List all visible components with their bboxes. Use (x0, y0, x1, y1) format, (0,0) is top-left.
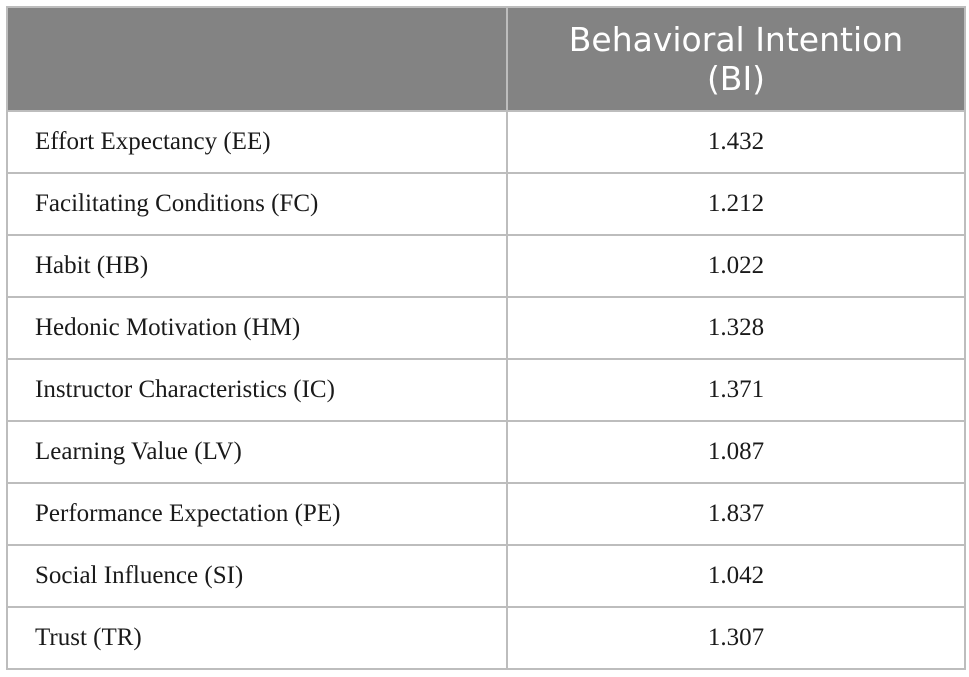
row-value: 1.371 (506, 358, 966, 422)
row-value: 1.307 (506, 606, 966, 670)
row-label: Trust (TR) (6, 606, 508, 670)
row-label: Habit (HB) (6, 234, 508, 298)
header-abbreviation-line: (BI) (706, 59, 766, 98)
table-row: Facilitating Conditions (FC) 1.212 (6, 172, 966, 236)
header-row: Behavioral Intention (BI) (6, 6, 966, 112)
row-value: 1.042 (506, 544, 966, 608)
row-value: 1.837 (506, 482, 966, 546)
header-title-line: Behavioral Intention (568, 20, 904, 59)
table-row: Instructor Characteristics (IC) 1.371 (6, 358, 966, 422)
table-row: Performance Expectation (PE) 1.837 (6, 482, 966, 546)
row-label: Facilitating Conditions (FC) (6, 172, 508, 236)
row-label: Performance Expectation (PE) (6, 482, 508, 546)
table-row: Learning Value (LV) 1.087 (6, 420, 966, 484)
header-cell-construct (6, 6, 508, 112)
row-label: Instructor Characteristics (IC) (6, 358, 508, 422)
row-label: Learning Value (LV) (6, 420, 508, 484)
row-value: 1.022 (506, 234, 966, 298)
row-value: 1.432 (506, 110, 966, 174)
table-header: Behavioral Intention (BI) (6, 6, 966, 112)
header-cell-behavioral-intention: Behavioral Intention (BI) (506, 6, 966, 112)
row-label: Social Influence (SI) (6, 544, 508, 608)
table-row: Effort Expectancy (EE) 1.432 (6, 110, 966, 174)
row-value: 1.212 (506, 172, 966, 236)
table-row: Hedonic Motivation (HM) 1.328 (6, 296, 966, 360)
row-value: 1.087 (506, 420, 966, 484)
table-body: Effort Expectancy (EE) 1.432 Facilitatin… (6, 110, 966, 670)
table-row: Trust (TR) 1.307 (6, 606, 966, 670)
table-row: Social Influence (SI) 1.042 (6, 544, 966, 608)
vif-table: Behavioral Intention (BI) Effort Expecta… (6, 6, 966, 670)
row-label: Hedonic Motivation (HM) (6, 296, 508, 360)
table-row: Habit (HB) 1.022 (6, 234, 966, 298)
row-value: 1.328 (506, 296, 966, 360)
row-label: Effort Expectancy (EE) (6, 110, 508, 174)
